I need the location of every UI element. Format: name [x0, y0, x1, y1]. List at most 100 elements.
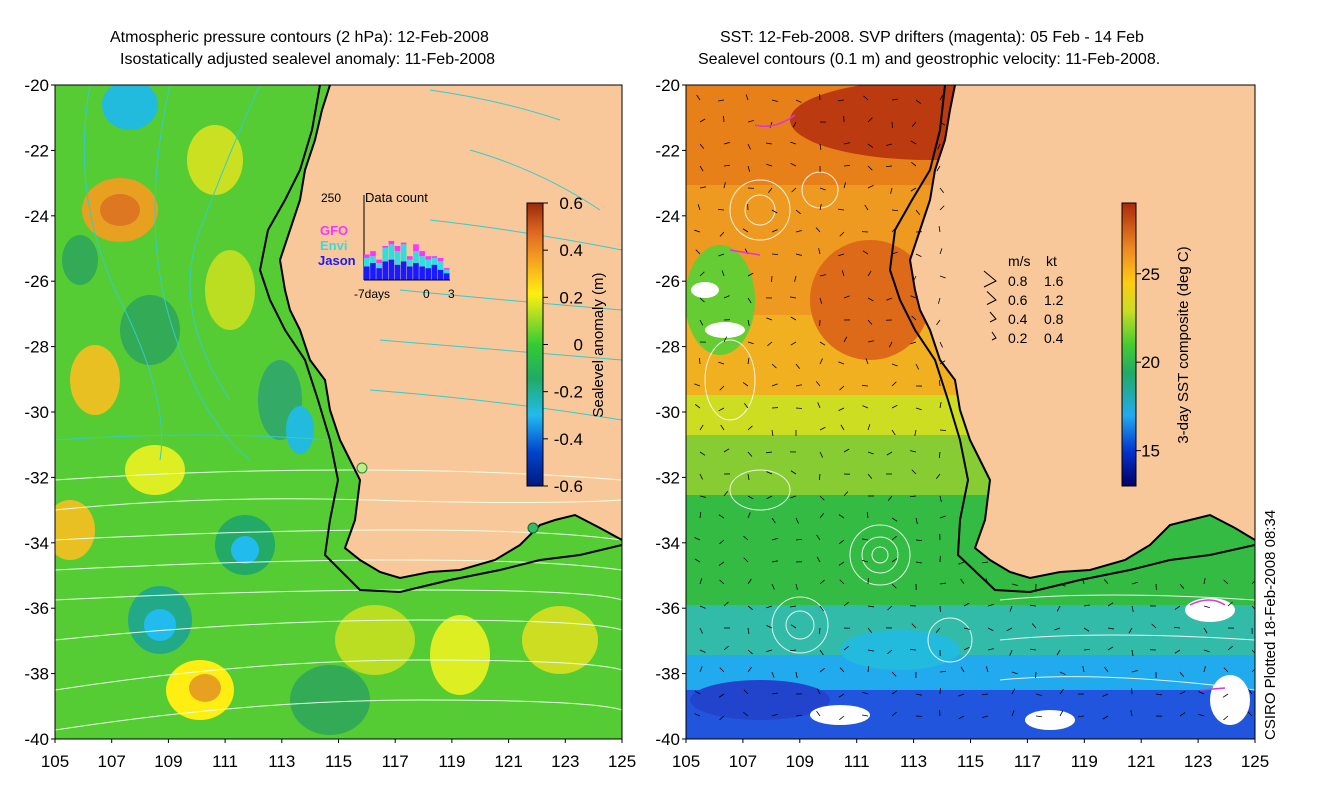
velocity-vector	[843, 601, 849, 607]
velocity-vector	[911, 121, 917, 127]
colorbar-tick-label: 20	[1141, 353, 1160, 372]
velocity-vector	[1011, 583, 1018, 586]
velocity-vector	[718, 514, 725, 519]
velocity-vector	[1251, 668, 1255, 673]
velocity-vector	[1155, 693, 1162, 696]
velocity-vector	[987, 604, 994, 607]
velocity-vector	[1083, 604, 1090, 607]
velocity-legend-ms: 0.2	[1008, 330, 1028, 346]
velocity-vector	[862, 559, 869, 563]
velocity-vector	[862, 538, 869, 541]
colorbar-tick-label: -0.6	[554, 477, 583, 496]
inset-legend-jason: Jason	[318, 253, 356, 268]
velocity-vector	[771, 383, 778, 387]
velocity-vector	[747, 578, 752, 585]
velocity-vector	[939, 94, 944, 101]
velocity-vector	[747, 627, 750, 634]
velocity-vector	[937, 143, 941, 150]
right-lon-tick-label: 109	[786, 752, 814, 771]
inset-bar-envi	[394, 251, 401, 265]
velocity-vector	[841, 270, 845, 277]
velocity-vector	[939, 402, 942, 409]
left-lon-tick-label: 121	[494, 752, 522, 771]
velocity-vector	[963, 602, 970, 607]
velocity-vector	[769, 121, 773, 128]
sealevel-contours	[704, 171, 1255, 691]
velocity-vector	[840, 424, 845, 431]
data-count-inset: 250 Data count GFO Envi Jason -7days 0 3	[318, 190, 455, 301]
velocity-vector	[743, 711, 749, 717]
velocity-vector	[1151, 623, 1157, 629]
left-lon-tick-label: 107	[98, 752, 126, 771]
left-lat-tick-label: -30	[24, 403, 49, 422]
velocity-vector	[718, 693, 725, 698]
inset-bar-gfo	[382, 246, 389, 248]
right-lon-tick-label: 123	[1184, 752, 1212, 771]
velocity-vector	[1030, 648, 1037, 651]
inset-bar-jason	[419, 266, 425, 280]
velocity-vector	[915, 539, 923, 541]
velocity-vector	[915, 517, 918, 524]
velocity-vector	[694, 229, 701, 233]
velocity-vector	[815, 381, 821, 387]
left-lon-tick-label: 113	[268, 752, 295, 771]
left-lat-tick-label: -26	[24, 272, 49, 291]
velocity-vector	[1227, 645, 1233, 651]
inset-bar-envi	[437, 261, 444, 270]
velocity-legend-arrow	[983, 270, 997, 288]
velocity-vector	[960, 578, 965, 585]
velocity-vector	[743, 557, 749, 563]
velocity-vector	[792, 121, 797, 128]
velocity-vector	[915, 363, 919, 370]
velocity-vector	[719, 385, 725, 391]
velocity-vector	[838, 561, 845, 566]
velocity-vector	[719, 231, 725, 237]
velocity-vector	[1247, 711, 1253, 717]
right-lon-tick-label: 119	[1071, 752, 1098, 771]
velocity-vector	[838, 208, 845, 211]
velocity-vector	[911, 315, 917, 321]
velocity-vector	[694, 713, 701, 717]
velocity-vector	[891, 381, 897, 387]
velocity-vector	[819, 187, 826, 191]
inset-bar-jason	[382, 261, 389, 280]
velocity-vector	[694, 558, 701, 563]
velocity-legend-header-ms: m/s	[1008, 253, 1031, 269]
inset-bar-envi	[413, 251, 419, 263]
station-marker-1	[356, 462, 368, 474]
velocity-vector	[696, 94, 701, 101]
velocity-vector	[742, 382, 749, 387]
velocity-vector	[795, 407, 803, 409]
velocity-vector	[915, 209, 921, 215]
inset-bar-jason	[413, 263, 419, 280]
velocity-vector	[910, 187, 917, 192]
velocity-vector	[915, 561, 922, 564]
velocity-vector	[790, 470, 797, 475]
velocity-vector	[915, 407, 922, 411]
velocity-vector	[1131, 605, 1134, 612]
velocity-vector	[910, 341, 917, 345]
sla-anomaly-blobs	[55, 85, 598, 735]
velocity-vector	[867, 665, 870, 673]
left-lat-tick-label: -34	[24, 534, 49, 553]
velocity-vector	[766, 163, 773, 167]
velocity-vector	[794, 275, 797, 282]
right-lon-tick-label: 107	[729, 752, 757, 771]
velocity-legend-ms: 0.6	[1008, 292, 1028, 308]
velocity-vector	[694, 537, 701, 541]
velocity-vector	[915, 253, 922, 258]
colorbar-tick-label: 25	[1141, 265, 1160, 284]
velocity-vector	[747, 143, 751, 150]
velocity-vector	[795, 384, 802, 387]
velocity-vector	[717, 208, 725, 211]
velocity-vector	[863, 95, 869, 101]
velocity-vector	[867, 165, 873, 171]
velocity-vector	[816, 534, 821, 541]
velocity-vector	[815, 227, 821, 233]
velocity-vector	[747, 297, 752, 304]
inset-bars	[364, 240, 450, 280]
colorbar-tick-label: 0	[574, 336, 583, 355]
velocity-vector	[742, 228, 749, 233]
velocity-vector	[1222, 693, 1229, 698]
velocity-vector	[982, 561, 989, 564]
